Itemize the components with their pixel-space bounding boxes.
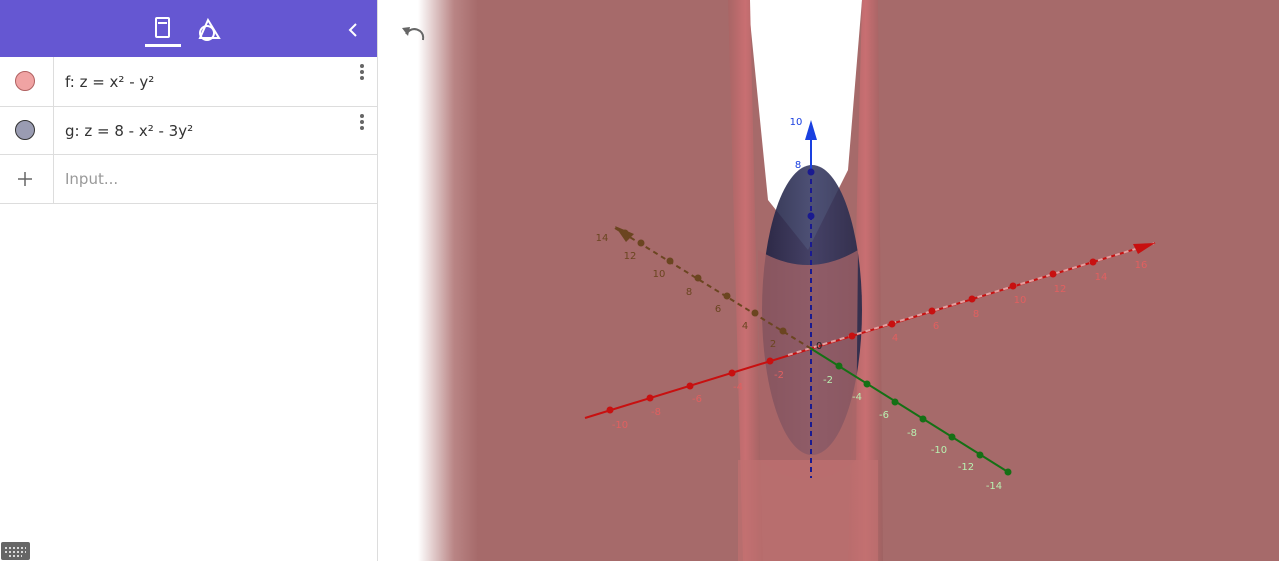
item-menu[interactable] [360,64,364,82]
algebra-view: f: z = x² - y² g: z = 8 - x² - 3y² Input… [0,0,378,561]
axis-tick [1004,468,1012,476]
x-axis-label: 16 [1135,260,1148,271]
axis-tick [807,212,815,220]
y-axis-label: -2 [823,375,833,386]
axis-tick [637,239,645,247]
axis-tick [646,394,654,402]
y-axis-label: 12 [624,251,637,262]
toolbar-icons [145,17,357,47]
surface-f-front [758,250,858,480]
axis-tick [1049,270,1057,278]
y-axis-label: -14 [986,481,1002,492]
axis-tick [928,307,936,315]
axis-tick [766,357,774,365]
algebra-tab-icon[interactable] [155,17,170,38]
axis-tick [807,168,815,176]
x-axis-label: 10 [1014,295,1027,306]
toolbar [0,0,377,57]
axis-tick [723,292,731,300]
plus [18,172,32,186]
axis-tick [863,380,871,388]
x-axis-label: 14 [1095,272,1108,283]
axis-tick [779,327,787,335]
axis-tick [686,382,694,390]
y-axis-label: 4 [742,321,748,332]
y-axis-label: 14 [596,233,609,244]
axis-tick [728,369,736,377]
gutter [0,155,54,203]
x-axis-label: 12 [1054,284,1067,295]
y-axis-negative [809,347,1009,473]
surface-fold [848,0,883,561]
axis-tick [606,406,614,414]
axis-tick [976,451,984,459]
surface-edge [418,0,478,561]
input-placeholder[interactable]: Input... [65,170,119,188]
gutter [0,57,54,106]
item-menu[interactable] [360,114,364,132]
graphics-view: -10 -8 -6 -4 -2 4 6 8 10 12 14 16 14 12 10 8 6 4 2 -2 -4 -6 -8… [378,0,1279,561]
y-axis-label: 8 [686,287,692,298]
y-axis-label: -8 [907,428,917,439]
visibility-toggle[interactable] [15,71,35,91]
x-arrow [1133,243,1155,254]
keyboard-icon [1,542,30,560]
y-axis-label: 6 [715,304,721,315]
surface-fold [728,0,763,561]
undo-arrow [402,27,410,36]
add-icon [18,172,32,186]
axis-tick [968,295,976,303]
axis-tick [919,415,927,423]
x-axis-label: 6 [933,321,939,332]
axis-tick [1089,258,1097,266]
axis-tick [1009,282,1017,290]
keys [5,547,26,557]
y-axis-label: -4 [852,392,862,403]
axis-tick [848,332,856,340]
tools-tab-icon[interactable] [199,25,215,41]
axis-tick [891,398,899,406]
axis-tick [694,274,702,282]
axis-tick [835,362,843,370]
item-text: f: z = x² - y² [65,72,155,91]
axis-tick [621,229,629,237]
y-axis-label: 2 [770,339,776,350]
y-axis-label: -12 [958,462,974,473]
icon-triangle [198,17,221,39]
visibility-toggle[interactable] [15,120,35,140]
collapse-button[interactable] [348,23,357,37]
axis-tick [948,433,956,441]
y-axis-label: -6 [879,410,889,421]
x-axis-label: -10 [612,420,628,431]
undo-button[interactable] [405,28,425,41]
origin-label: 0 [816,341,822,352]
x-axis-label: 8 [973,309,979,320]
z-axis-label: 10 [790,117,803,128]
input-row[interactable]: Input... [0,155,377,204]
y-axis-label: 10 [653,269,666,280]
axis-tick [751,309,759,317]
x-axis-label: -8 [651,407,661,418]
tab-indicator [145,44,181,47]
x-axis-label: -4 [733,382,743,393]
x-axis-label: -2 [774,370,784,381]
gutter [0,107,54,154]
x-axis-label: -6 [692,394,702,405]
y-axis-label: -10 [931,445,947,456]
axis-tick [888,320,896,328]
x-axis-label: 4 [892,333,898,344]
surface-f-bottom [738,460,878,561]
algebra-item[interactable]: f: z = x² - y² [0,57,377,107]
axis-tick [666,257,674,265]
y-axis [614,227,811,349]
z-arrow [805,120,817,140]
z-axis-label: 8 [795,160,801,171]
keyboard-button[interactable] [0,540,32,561]
item-text: g: z = 8 - x² - 3y² [65,121,194,140]
algebra-item[interactable]: g: z = 8 - x² - 3y² [0,107,377,155]
